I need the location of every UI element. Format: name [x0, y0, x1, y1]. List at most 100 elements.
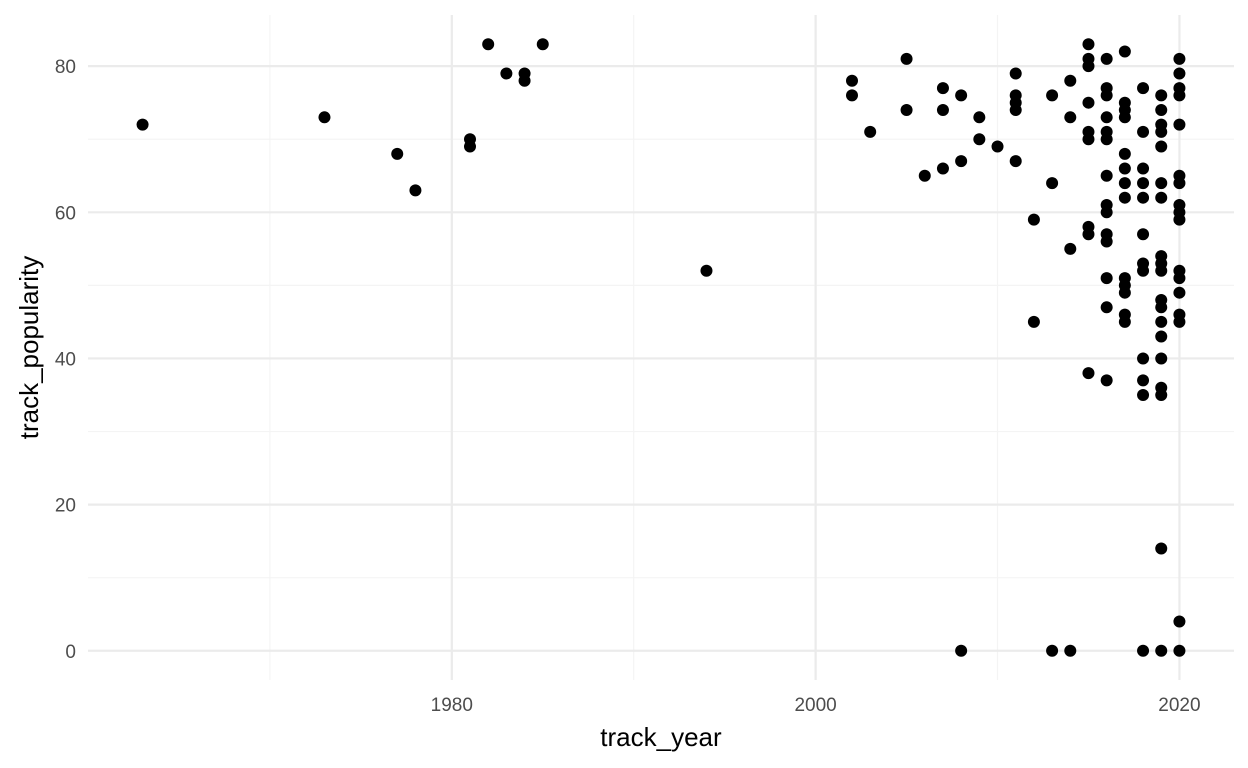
data-point	[1173, 52, 1186, 65]
data-point	[1027, 213, 1040, 226]
data-point	[1118, 315, 1131, 328]
data-point	[1100, 374, 1113, 387]
data-point	[391, 147, 404, 160]
data-point	[1155, 389, 1168, 401]
data-point	[955, 644, 968, 657]
data-point	[1137, 644, 1150, 657]
data-point	[500, 67, 513, 80]
data-point	[1155, 301, 1168, 314]
data-point	[1173, 286, 1186, 299]
y-tick-label: 20	[55, 496, 76, 517]
data-point	[1155, 89, 1168, 102]
data-point	[1137, 191, 1150, 204]
data-point	[936, 82, 949, 95]
data-point	[1173, 315, 1186, 328]
data-point	[1137, 389, 1150, 401]
data-point	[1155, 644, 1168, 657]
data-point	[1100, 52, 1113, 65]
data-point	[1082, 60, 1095, 73]
data-point	[955, 155, 968, 168]
data-point	[1155, 140, 1168, 153]
data-point	[900, 52, 913, 65]
data-point	[991, 140, 1004, 153]
data-point	[1137, 374, 1150, 387]
data-point	[1064, 74, 1077, 87]
data-point	[1173, 67, 1186, 80]
y-axis-title: track_popularity	[14, 256, 44, 440]
data-point	[1100, 169, 1113, 182]
data-point	[1100, 89, 1113, 102]
x-axis-title: track_year	[600, 722, 722, 752]
data-point	[973, 111, 986, 124]
data-point	[1118, 111, 1131, 124]
data-point	[1155, 264, 1168, 277]
data-point	[1009, 104, 1022, 116]
data-point	[409, 184, 422, 197]
data-point	[1082, 38, 1095, 51]
data-point	[1100, 111, 1113, 124]
data-point	[1173, 644, 1186, 657]
data-point	[1118, 191, 1131, 204]
data-point	[1155, 315, 1168, 328]
data-points	[136, 38, 1186, 657]
data-point	[518, 74, 531, 87]
data-point	[1100, 272, 1113, 285]
data-point	[1137, 352, 1150, 365]
data-point	[1173, 272, 1186, 285]
data-point	[1082, 367, 1095, 380]
data-point	[1082, 96, 1095, 109]
data-point	[1155, 330, 1168, 343]
data-point	[1046, 177, 1059, 190]
data-point	[864, 125, 877, 138]
y-tick-label: 40	[55, 349, 76, 370]
x-axis-ticks: 1980 2000 2020	[431, 695, 1201, 716]
data-point	[1155, 191, 1168, 204]
data-point	[1155, 177, 1168, 190]
data-point	[1082, 228, 1095, 241]
data-point	[1118, 162, 1131, 175]
data-point	[1137, 125, 1150, 138]
data-point	[136, 118, 149, 131]
data-point	[1118, 147, 1131, 160]
data-point	[1100, 301, 1113, 314]
data-point	[1137, 177, 1150, 190]
data-point	[1046, 644, 1059, 657]
data-point	[1155, 125, 1168, 138]
data-point	[955, 89, 968, 102]
data-point	[700, 264, 713, 277]
data-point	[936, 104, 949, 116]
data-point	[1137, 228, 1150, 241]
data-point	[1173, 177, 1186, 190]
data-point	[1137, 82, 1150, 95]
data-point	[1009, 67, 1022, 80]
data-point	[846, 89, 858, 102]
data-point	[973, 133, 986, 146]
data-point	[1173, 213, 1186, 226]
y-axis-ticks: 0 20 40 60 80	[55, 57, 76, 663]
data-point	[1137, 162, 1150, 175]
data-point	[1173, 118, 1186, 131]
data-point	[1100, 133, 1113, 146]
data-point	[1118, 286, 1131, 299]
x-tick-label: 2020	[1158, 695, 1200, 716]
y-tick-label: 60	[55, 203, 76, 224]
data-point	[536, 38, 549, 51]
data-point	[1118, 45, 1131, 58]
y-tick-label: 80	[55, 57, 76, 78]
data-point	[1046, 89, 1059, 102]
x-tick-label: 2000	[794, 695, 836, 716]
x-tick-label: 1980	[431, 695, 473, 716]
data-point	[482, 38, 495, 51]
data-point	[900, 104, 913, 116]
data-point	[1173, 615, 1186, 628]
data-point	[1009, 155, 1022, 168]
data-point	[1064, 111, 1077, 124]
data-point	[464, 140, 476, 153]
data-point	[1027, 315, 1040, 328]
data-point	[1100, 206, 1113, 219]
data-point	[846, 74, 858, 87]
data-point	[1155, 352, 1168, 365]
data-point	[1064, 242, 1077, 255]
data-point	[1155, 104, 1168, 116]
